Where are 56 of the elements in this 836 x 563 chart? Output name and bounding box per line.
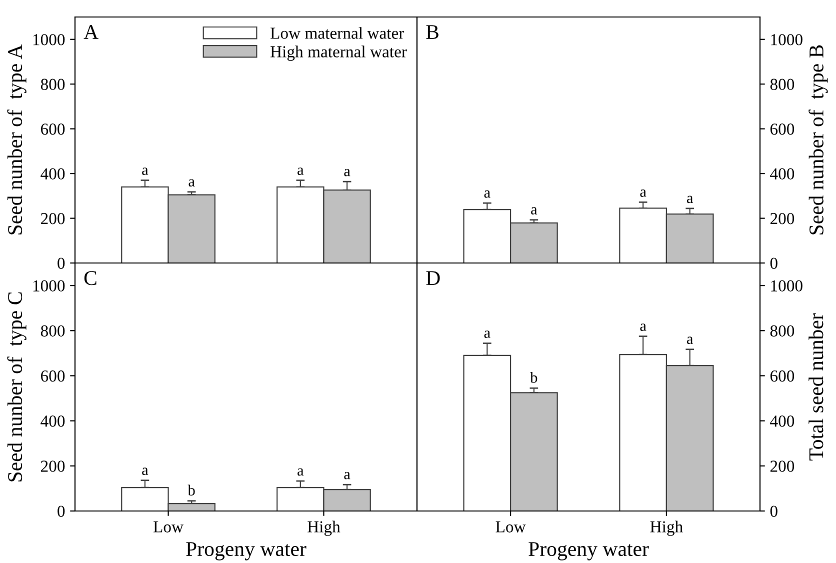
y-tick-label: 600 <box>40 370 65 382</box>
data-label: a <box>484 190 490 198</box>
data-label: a <box>344 472 350 480</box>
y-tick-label: 800 <box>770 325 794 337</box>
data-label: a <box>298 468 304 476</box>
x-tick-label: Low <box>496 521 526 532</box>
y-tick-label: 400 <box>40 416 65 427</box>
chart-title: C <box>84 271 96 286</box>
data-label: a <box>298 168 304 175</box>
y-tick-label: 600 <box>40 124 65 135</box>
x-axis-title: Progeny water <box>528 542 649 560</box>
y-tick-label: 400 <box>40 168 65 180</box>
data-label: a <box>531 207 538 214</box>
data-label: a <box>686 196 694 204</box>
y-axis-title: Seed nunber of type C <box>7 292 26 482</box>
y-tick-label: 1000 <box>771 34 802 46</box>
y-tick-label: 400 <box>770 168 794 180</box>
chart-title: B <box>426 25 438 39</box>
chart-title: A <box>84 25 98 39</box>
data-label: a <box>686 336 694 344</box>
x-axis-title: Progeny water <box>186 542 306 560</box>
x-tick-label: High <box>308 520 340 536</box>
y-tick-label: 1000 <box>771 280 802 292</box>
y-tick-label: 800 <box>40 78 65 90</box>
y-tick-label: 1000 <box>33 34 65 46</box>
y-tick-label: 0 <box>58 258 65 269</box>
y-tick-label: 0 <box>770 258 778 269</box>
x-tick-label: High <box>650 520 683 536</box>
y-tick-label: 800 <box>770 78 794 90</box>
y-tick-label: 800 <box>40 325 65 337</box>
data-label: a <box>142 468 148 475</box>
legend-label: Low maternal water <box>270 27 404 39</box>
data-label: a <box>344 168 350 176</box>
data-label: b <box>188 484 195 496</box>
legend-label: High maternal water <box>270 46 407 61</box>
data-label: b <box>530 372 538 383</box>
x-tick-label: Low <box>153 521 184 532</box>
y-tick-label: 0 <box>770 506 778 517</box>
y-tick-label: 200 <box>770 212 794 224</box>
data-label: a <box>640 190 646 197</box>
y-axis-title: Seed nunber of type A <box>7 44 26 234</box>
chart-title: D <box>426 271 440 285</box>
data-label: a <box>640 324 646 331</box>
y-tick-label: 600 <box>770 124 794 135</box>
y-tick-label: 0 <box>58 506 65 517</box>
y-tick-label: 200 <box>770 460 794 472</box>
y-tick-label: 400 <box>770 416 794 427</box>
y-tick-label: 600 <box>770 370 794 382</box>
y-axis-title: Seed nunber of type B <box>808 45 828 234</box>
y-tick-label: 200 <box>41 212 65 224</box>
data-label: a <box>484 330 490 338</box>
data-label: a <box>142 168 148 175</box>
y-axis-title: Total seed nunber <box>808 313 824 461</box>
y-tick-label: 1000 <box>33 280 65 292</box>
data-label: a <box>188 179 195 187</box>
y-tick-label: 200 <box>41 460 65 472</box>
